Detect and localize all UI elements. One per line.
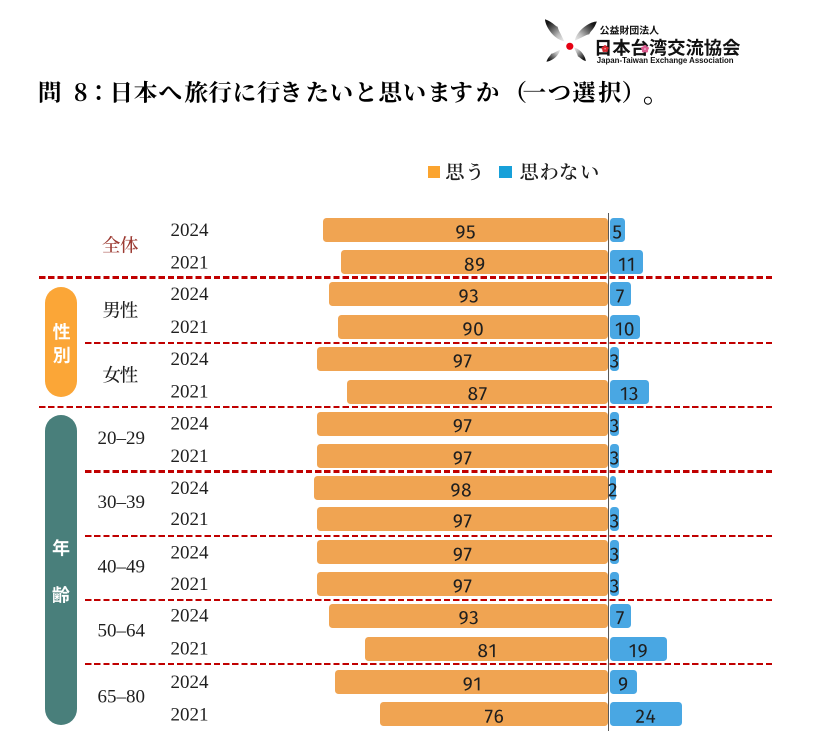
svg-text:2024: 2024 xyxy=(171,672,210,693)
svg-text:Japan-Taiwan Exchange Associat: Japan-Taiwan Exchange Association xyxy=(597,56,734,65)
svg-text:2024: 2024 xyxy=(171,220,210,241)
svg-text:2021: 2021 xyxy=(171,509,209,530)
svg-text:2024: 2024 xyxy=(171,414,210,435)
svg-text:2021: 2021 xyxy=(171,639,209,660)
svg-text:20–29: 20–29 xyxy=(98,428,146,449)
svg-text:2024: 2024 xyxy=(171,349,210,370)
svg-text:40–49: 40–49 xyxy=(98,557,146,578)
svg-text:2021: 2021 xyxy=(171,446,209,467)
svg-text:2024: 2024 xyxy=(171,284,210,305)
svg-text:2021: 2021 xyxy=(171,382,209,403)
svg-text:2021: 2021 xyxy=(171,574,209,595)
svg-text:2024: 2024 xyxy=(171,542,210,563)
svg-text:2024: 2024 xyxy=(171,606,210,627)
svg-text:2021: 2021 xyxy=(171,704,209,725)
svg-text:30–39: 30–39 xyxy=(98,492,146,513)
svg-text:50–64: 50–64 xyxy=(98,621,146,642)
svg-text:2021: 2021 xyxy=(171,252,209,273)
svg-text:2021: 2021 xyxy=(171,317,209,338)
svg-text:65–80: 65–80 xyxy=(98,687,146,708)
svg-text:2024: 2024 xyxy=(171,478,210,499)
